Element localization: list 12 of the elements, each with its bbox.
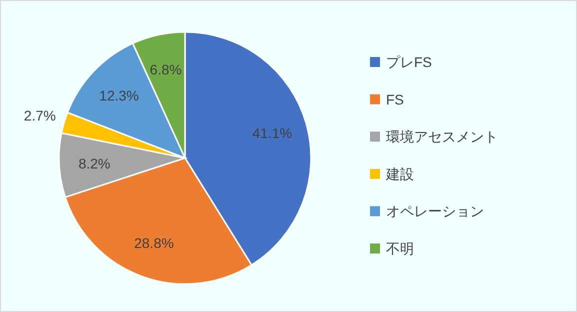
legend-label: 建設: [385, 166, 414, 182]
legend-label: オペレーション: [386, 203, 484, 220]
data-label: 28.8%: [134, 235, 174, 252]
legend-label: 環境アセスメント: [386, 128, 498, 145]
data-label: 12.3%: [99, 88, 139, 104]
data-label: 2.7%: [24, 108, 56, 124]
data-label: 41.1%: [252, 125, 292, 142]
legend-label: プレFS: [386, 54, 432, 70]
data-label: 8.2%: [78, 155, 110, 172]
legend-label: 不明: [386, 240, 414, 256]
data-label: 6.8%: [150, 61, 182, 78]
legend-label: FS: [386, 91, 404, 108]
